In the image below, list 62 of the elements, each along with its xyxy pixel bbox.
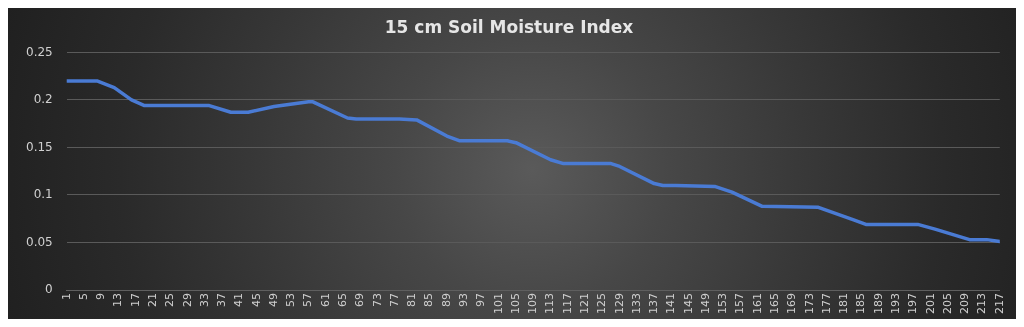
x-tick-label: 57 <box>301 293 315 307</box>
x-tick-label: 149 <box>698 293 712 314</box>
x-tick-label: 89 <box>439 293 453 307</box>
x-tick-label: 113 <box>543 293 557 314</box>
x-tick-label: 145 <box>681 293 695 314</box>
x-tick-label: 133 <box>629 293 643 314</box>
chart-title: 15 cm Soil Moisture Index <box>384 16 634 37</box>
x-tick-label: 65 <box>336 293 350 307</box>
x-tick-label: 165 <box>768 293 782 314</box>
x-tick-label: 125 <box>595 293 609 314</box>
x-tick-label: 193 <box>888 293 902 314</box>
y-tick-label: 0 <box>45 282 53 297</box>
x-tick-label: 157 <box>733 293 747 314</box>
x-tick-label: 13 <box>111 293 125 307</box>
x-tick-label: 141 <box>664 293 678 314</box>
x-tick-label: 213 <box>975 293 989 314</box>
x-tick-label: 73 <box>370 293 384 307</box>
x-tick-label: 181 <box>837 293 851 314</box>
x-tick-label: 17 <box>128 293 142 307</box>
x-tick-label: 41 <box>232 293 246 307</box>
x-tick-label: 53 <box>284 293 298 307</box>
x-tick-label: 109 <box>526 293 540 314</box>
y-tick-label: 0.25 <box>26 44 53 59</box>
y-tick-label: 0.05 <box>26 234 53 249</box>
x-tick-label: 105 <box>508 293 522 314</box>
x-tick-label: 189 <box>871 293 885 314</box>
x-tick-label: 101 <box>491 293 505 314</box>
x-tick-label: 45 <box>249 293 263 307</box>
x-tick-label: 153 <box>716 293 730 314</box>
x-tick-label: 81 <box>405 293 419 307</box>
y-tick-label: 0.15 <box>26 139 53 154</box>
x-tick-label: 161 <box>750 293 764 314</box>
x-tick-label: 69 <box>353 293 367 307</box>
x-tick-label: 205 <box>940 293 954 314</box>
x-tick-label: 33 <box>197 293 211 307</box>
x-tick-label: 177 <box>819 293 833 314</box>
x-tick-label: 49 <box>266 293 280 307</box>
x-tick-label: 37 <box>215 293 229 307</box>
x-tick-label: 185 <box>854 293 868 314</box>
x-tick-label: 25 <box>163 293 177 307</box>
x-tick-label: 209 <box>958 293 972 314</box>
x-tick-label: 129 <box>612 293 626 314</box>
x-tick-label: 77 <box>387 293 401 307</box>
x-tick-label: 173 <box>802 293 816 314</box>
x-tick-label: 1 <box>59 293 73 300</box>
x-tick-label: 97 <box>474 293 488 307</box>
x-tick-label: 169 <box>785 293 799 314</box>
x-tick-label: 121 <box>577 293 591 314</box>
x-tick-label: 137 <box>647 293 661 314</box>
y-tick-label: 0.1 <box>33 187 53 202</box>
x-tick-label: 21 <box>145 293 159 307</box>
x-tick-label: 197 <box>906 293 920 314</box>
y-tick-label: 0.2 <box>33 92 53 107</box>
x-tick-label: 29 <box>180 293 194 307</box>
x-tick-label: 93 <box>457 293 470 307</box>
x-tick-label: 5 <box>76 293 90 300</box>
x-tick-label: 85 <box>422 293 436 307</box>
x-tick-label: 9 <box>94 293 108 300</box>
x-tick-label: 201 <box>923 293 937 314</box>
x-tick-label: 117 <box>560 293 574 314</box>
x-tick-label: 217 <box>992 293 1006 314</box>
x-tick-label: 61 <box>318 293 332 307</box>
